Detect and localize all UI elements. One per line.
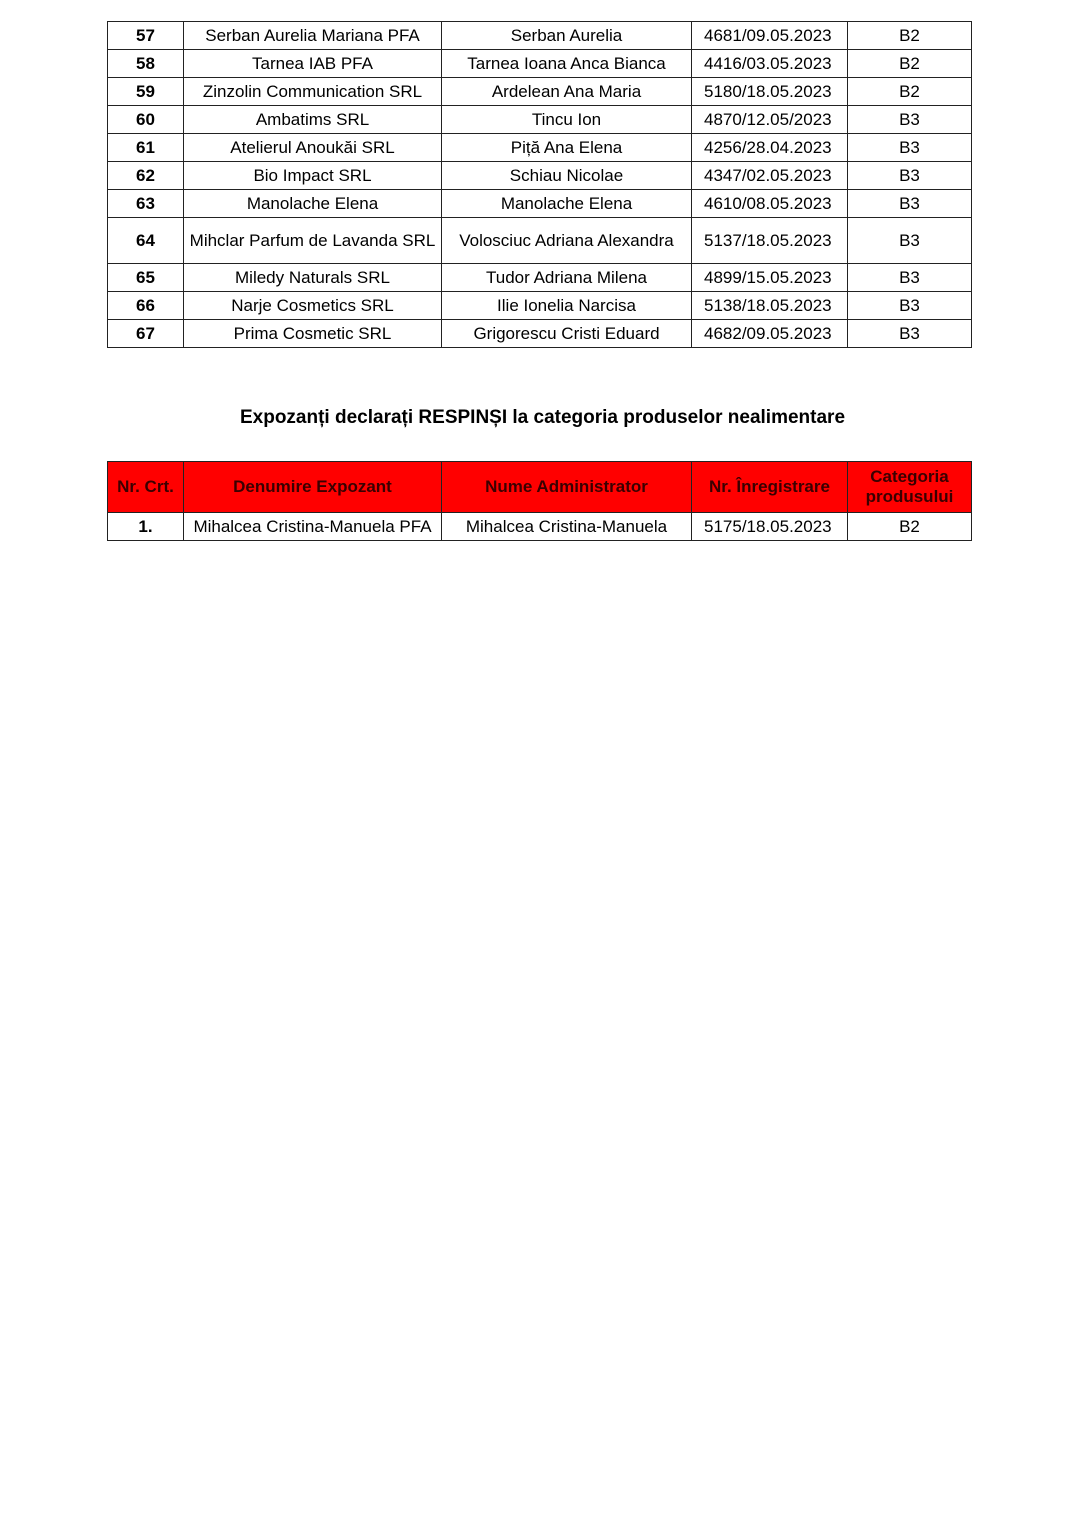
table-row: 63 Manolache Elena Manolache Elena 4610/08.… (107, 189, 972, 218)
table-header-row: Nr. Crt. Denumire Expozant Nume Administ… (107, 461, 972, 513)
cell-administrator: Grigorescu Cristi Eduard (441, 319, 692, 348)
cell-category: B3 (847, 105, 972, 134)
table-row: 61 Atelierul Anoukăi SRL Piță Ana Elena 425… (107, 133, 972, 162)
cell-category: B3 (847, 263, 972, 292)
cell-administrator: Tudor Adriana Milena (441, 263, 692, 292)
cell-registration: 5138/18.05.2023 (691, 291, 848, 320)
cell-exhibitor: Narje Cosmetics SRL (183, 291, 442, 320)
table-row: 62 Bio Impact SRL Schiau Nicolae 4347/02.05… (107, 161, 972, 190)
cell-nr: 64 (107, 217, 184, 264)
cell-registration: 4347/02.05.2023 (691, 161, 848, 190)
header-exhibitor: Denumire Expozant (183, 461, 442, 513)
cell-nr: 58 (107, 49, 184, 78)
cell-exhibitor: Manolache Elena (183, 189, 442, 218)
cell-administrator: Ilie Ionelia Narcisa (441, 291, 692, 320)
cell-administrator: Manolache Elena (441, 189, 692, 218)
cell-category: B2 (847, 77, 972, 106)
cell-category: B3 (847, 319, 972, 348)
cell-administrator: Tincu Ion (441, 105, 692, 134)
cell-registration: 4256/28.04.2023 (691, 133, 848, 162)
table-row: 57 Serban Aurelia Mariana PFA Serban Aurel… (107, 21, 972, 50)
cell-registration: 4681/09.05.2023 (691, 21, 848, 50)
rejected-exhibitors-table: Nr. Crt. Denumire Expozant Nume Administ… (107, 461, 972, 541)
cell-category: B2 (847, 512, 972, 541)
header-registration: Nr. Înregistrare (691, 461, 848, 513)
cell-category: B3 (847, 189, 972, 218)
cell-registration: 4899/15.05.2023 (691, 263, 848, 292)
cell-administrator: Serban Aurelia (441, 21, 692, 50)
table-row: 58 Tarnea IAB PFA Tarnea Ioana Anca Bianca… (107, 49, 972, 78)
cell-nr: 62 (107, 161, 184, 190)
cell-registration: 5137/18.05.2023 (691, 217, 848, 264)
cell-category: B3 (847, 133, 972, 162)
table-row: 59 Zinzolin Communication SRL Ardelean Ana… (107, 77, 972, 106)
cell-registration: 4682/09.05.2023 (691, 319, 848, 348)
cell-nr: 61 (107, 133, 184, 162)
cell-registration: 4416/03.05.2023 (691, 49, 848, 78)
cell-nr: 65 (107, 263, 184, 292)
cell-category: B2 (847, 21, 972, 50)
cell-registration: 5175/18.05.2023 (691, 512, 848, 541)
cell-exhibitor: Zinzolin Communication SRL (183, 77, 442, 106)
rejected-section-title: Expozanți declarați RESPINȘI la categori… (239, 407, 846, 428)
table-row: 67 Prima Cosmetic SRL Grigorescu Cristi Ed… (107, 319, 972, 348)
table-row: 60 Ambatims SRL Tincu Ion 4870/12.05/2023 B3 (107, 105, 972, 134)
header-nr: Nr. Crt. (107, 461, 184, 513)
cell-exhibitor: Tarnea IAB PFA (183, 49, 442, 78)
cell-administrator: Mihalcea Cristina-Manuela (441, 512, 692, 541)
table-row: 64 Mihclar Parfum de Lavanda SRL Volosciuc… (107, 217, 972, 264)
cell-exhibitor: Prima Cosmetic SRL (183, 319, 442, 348)
cell-administrator: Tarnea Ioana Anca Bianca (441, 49, 692, 78)
cell-nr: 63 (107, 189, 184, 218)
cell-nr: 57 (107, 21, 184, 50)
cell-exhibitor: Mihclar Parfum de Lavanda SRL (183, 217, 442, 264)
cell-nr: 59 (107, 77, 184, 106)
table-row: 1. Mihalcea Cristina-Manuela PFA Mihalcea … (107, 512, 972, 541)
cell-nr: 66 (107, 291, 184, 320)
cell-category: B3 (847, 161, 972, 190)
cell-administrator: Ardelean Ana Maria (441, 77, 692, 106)
cell-administrator: Schiau Nicolae (441, 161, 692, 190)
accepted-exhibitors-table: 57 Serban Aurelia Mariana PFA Serban Aurel… (107, 21, 972, 348)
cell-exhibitor: Bio Impact SRL (183, 161, 442, 190)
table-row: 65 Miledy Naturals SRL Tudor Adriana Milen… (107, 263, 972, 292)
cell-administrator: Volosciuc Adriana Alexandra (441, 217, 692, 264)
cell-category: B3 (847, 291, 972, 320)
cell-administrator: Piță Ana Elena (441, 133, 692, 162)
cell-registration: 5180/18.05.2023 (691, 77, 848, 106)
cell-registration: 4870/12.05/2023 (691, 105, 848, 134)
table-row: 66 Narje Cosmetics SRL Ilie Ionelia Narcis… (107, 291, 972, 320)
cell-category: B2 (847, 49, 972, 78)
cell-category: B3 (847, 217, 972, 264)
cell-nr: 1. (107, 512, 184, 541)
header-category: Categoria produsului (847, 461, 972, 513)
cell-exhibitor: Serban Aurelia Mariana PFA (183, 21, 442, 50)
cell-registration: 4610/08.05.2023 (691, 189, 848, 218)
cell-exhibitor: Miledy Naturals SRL (183, 263, 442, 292)
cell-exhibitor: Mihalcea Cristina-Manuela PFA (183, 512, 442, 541)
cell-exhibitor: Atelierul Anoukăi SRL (183, 133, 442, 162)
cell-nr: 60 (107, 105, 184, 134)
cell-exhibitor: Ambatims SRL (183, 105, 442, 134)
header-administrator: Nume Administrator (441, 461, 692, 513)
cell-nr: 67 (107, 319, 184, 348)
